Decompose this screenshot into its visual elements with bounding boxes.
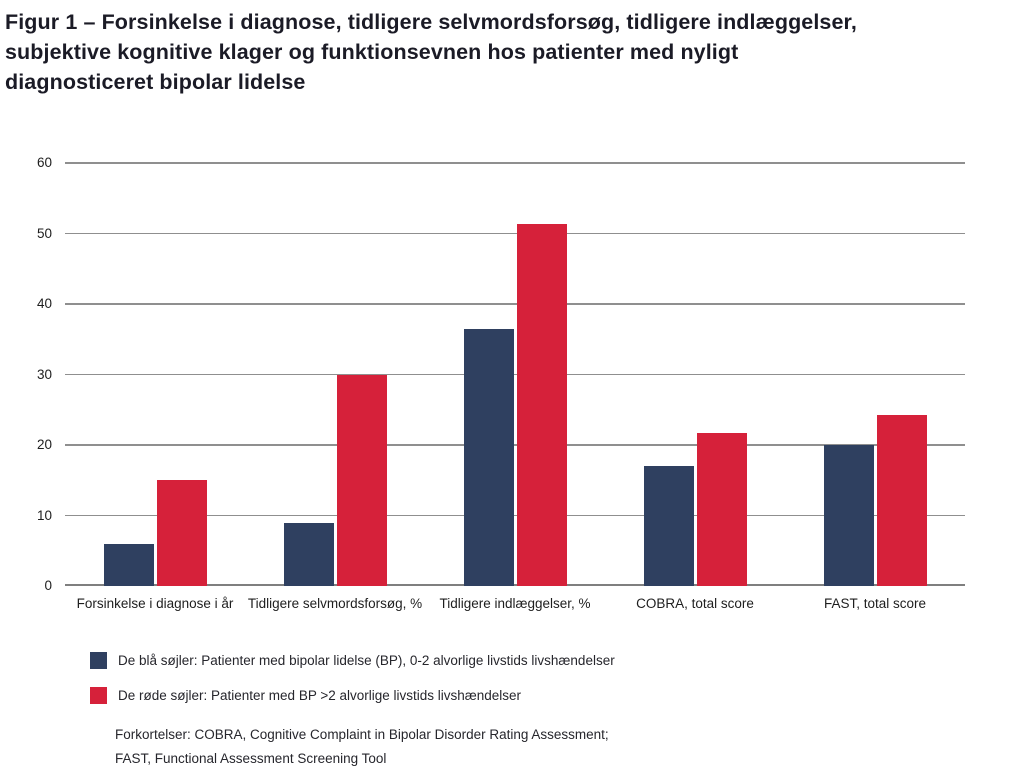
bar-blue-3	[463, 328, 514, 586]
bar-blue-5	[823, 445, 874, 586]
gridline-0	[65, 584, 965, 586]
bar-blue-4	[643, 466, 694, 586]
legend-item-red: De røde søjler: Patienter med BP >2 alvo…	[90, 687, 615, 704]
bar-group-4	[605, 163, 785, 586]
legend-swatch-blue	[90, 652, 107, 669]
gridline-30	[65, 373, 965, 376]
gridline-60	[65, 162, 965, 164]
y-tick-label-20: 20	[36, 437, 52, 452]
gridline-40	[65, 303, 965, 305]
bar-red-2	[336, 374, 387, 586]
x-category-label-4: COBRA, total score	[636, 596, 754, 611]
bar-red-5	[876, 415, 927, 586]
bar-group-2	[245, 163, 425, 586]
y-tick-label-0: 0	[44, 578, 52, 593]
x-axis: Forsinkelse i diagnose i år Tidligere sel…	[65, 596, 965, 611]
x-category-label-5: FAST, total score	[823, 596, 927, 611]
chart-title-line-1: Figur 1 – Forsinkelse i diagnose, tidlig…	[5, 10, 857, 34]
x-category-label-3: Tidligere indlæggelser, %	[439, 596, 591, 611]
legend-label-red: De røde søjler: Patienter med BP >2 alvo…	[118, 688, 522, 703]
bar-blue-1	[103, 543, 154, 586]
chart-title: Figur 1 – Forsinkelse i diagnose, tidlig…	[5, 7, 1020, 97]
bar-red-4	[696, 433, 747, 586]
y-tick-label-30: 30	[36, 366, 52, 382]
plot-area	[65, 162, 965, 586]
footnote-line-1: Forkortelser: COBRA, Cognitive Complaint…	[115, 727, 609, 742]
legend: De blå søjler: Patienter med bipolar lid…	[90, 652, 615, 722]
footnote-line-2: FAST, Functional Assessment Screening To…	[115, 751, 387, 766]
legend-label-blue: De blå søjler: Patienter med bipolar lid…	[118, 653, 615, 668]
gridline-50	[65, 232, 965, 235]
y-tick-label-10: 10	[36, 507, 52, 523]
gridline-20	[65, 444, 965, 446]
bar-group-3	[425, 163, 605, 586]
bar-red-3	[516, 224, 567, 586]
gridline-10	[65, 514, 965, 517]
y-tick-label-50: 50	[36, 225, 52, 241]
legend-swatch-red	[90, 687, 107, 704]
bar-red-1	[156, 480, 207, 586]
legend-item-blue: De blå søjler: Patienter med bipolar lid…	[90, 652, 615, 669]
bar-group-5	[785, 163, 965, 586]
y-tick-label-40: 40	[36, 296, 52, 311]
x-category-label-1: Forsinkelse i diagnose i år	[76, 596, 234, 611]
chart-title-line-2: subjektive kognitive klager og funktions…	[5, 40, 739, 64]
chart-title-line-3: diagnosticeret bipolar lidelse	[5, 70, 306, 94]
bar-blue-2	[283, 522, 334, 586]
footnote: Forkortelser: COBRA, Cognitive Complaint…	[115, 723, 609, 771]
x-category-label-2: Tidligere selvmordsforsøg, %	[247, 596, 423, 611]
bar-group-1	[65, 163, 245, 586]
y-tick-label-60: 60	[36, 155, 52, 170]
